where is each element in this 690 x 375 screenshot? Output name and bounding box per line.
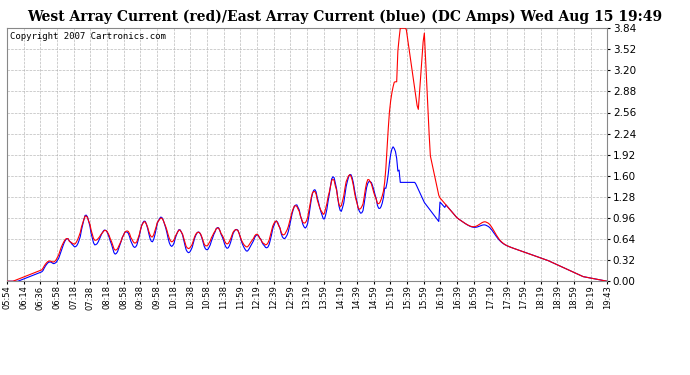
Text: Copyright 2007 Cartronics.com: Copyright 2007 Cartronics.com <box>10 32 166 41</box>
Text: West Array Current (red)/East Array Current (blue) (DC Amps) Wed Aug 15 19:49: West Array Current (red)/East Array Curr… <box>28 9 662 24</box>
